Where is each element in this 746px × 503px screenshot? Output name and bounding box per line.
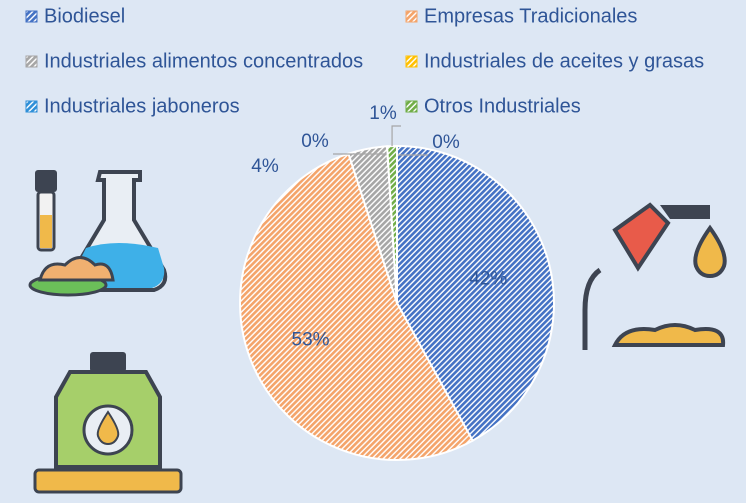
data-label: 42% (469, 269, 507, 290)
legend-label: Industriales jaboneros (44, 95, 240, 117)
bottle-icon (35, 352, 181, 492)
legend-marker (406, 56, 417, 67)
legend: Biodiesel Empresas Tradicionales Industria… (26, 5, 704, 117)
legend-marker (26, 56, 37, 67)
legend-label: Otros Industriales (424, 95, 581, 117)
data-label: 1% (369, 103, 397, 124)
data-label: 53% (292, 329, 330, 350)
data-label: 0% (432, 132, 460, 153)
legend-label: Empresas Tradicionales (424, 5, 637, 27)
legend-label: Industriales de aceites y grasas (424, 50, 704, 72)
data-label: 0% (301, 131, 329, 152)
legend-marker (406, 11, 417, 22)
fuel-icon (585, 205, 725, 350)
legend-marker (26, 11, 37, 22)
legend-marker (406, 101, 417, 112)
legend-marker (26, 101, 37, 112)
flask-icon (30, 170, 165, 295)
pie: 42% 53% 4% 0% 0% 1% (240, 103, 554, 460)
chart: Biodiesel Empresas Tradicionales Industria… (0, 0, 746, 503)
legend-label: Industriales alimentos concentrados (44, 50, 363, 72)
legend-label: Biodiesel (44, 5, 125, 27)
data-label: 4% (251, 156, 279, 177)
leader-line (392, 126, 401, 146)
